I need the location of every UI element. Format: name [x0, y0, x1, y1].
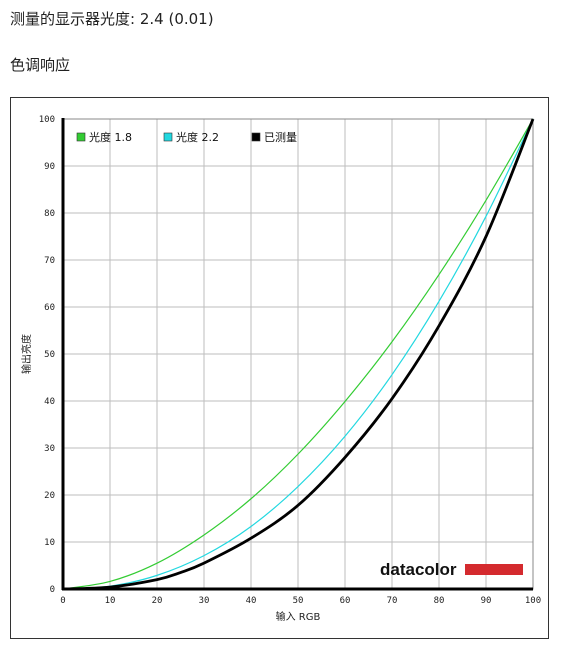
- y-tick-label: 70: [44, 256, 55, 266]
- x-tick-labels: 0 10 20 30 40 50 60 70 80 90 100: [60, 596, 541, 606]
- x-tick-label: 50: [293, 596, 304, 606]
- gamma-label: 测量的显示器光度:: [10, 10, 136, 28]
- y-tick-label: 80: [44, 209, 55, 219]
- series-line-measured: [62, 118, 535, 591]
- chart-frame: 0 10 20 30 40 50 60 70 80 90 100 0 10 20 30 40 50 60 70 80…: [10, 97, 549, 639]
- x-tick-label: 30: [199, 596, 210, 606]
- y-axis-label: 输出亮度: [20, 334, 33, 374]
- x-tick-label: 70: [387, 596, 398, 606]
- y-tick-label: 50: [44, 350, 55, 360]
- x-tick-label: 90: [481, 596, 492, 606]
- y-tick-label: 90: [44, 162, 55, 172]
- legend-label: 已测量: [264, 131, 297, 144]
- legend-item-measured: 已测量: [251, 131, 297, 144]
- grid: [62, 118, 534, 590]
- y-tick-label: 10: [44, 538, 55, 548]
- legend: 光度 1.8 光度 2.2 已测量: [76, 130, 297, 144]
- x-tick-label: 0: [60, 596, 65, 606]
- legend-swatch: [76, 132, 86, 142]
- x-tick-label: 40: [246, 596, 257, 606]
- tone-response-chart: 0 10 20 30 40 50 60 70 80 90 100 0 10 20 30 40 50 60 70 80…: [20, 115, 541, 623]
- legend-label: 光度 2.2: [176, 130, 219, 144]
- datacolor-logo: datacolor: [380, 560, 523, 579]
- y-tick-label: 100: [39, 115, 55, 125]
- legend-swatch: [163, 132, 173, 142]
- measured-gamma-line: 测量的显示器光度: 2.4 (0.01): [10, 8, 214, 29]
- series-line-gamma-2-2: [62, 118, 534, 590]
- axes: [61, 118, 533, 591]
- legend-label: 光度 1.8: [89, 130, 132, 144]
- x-tick-label: 80: [434, 596, 445, 606]
- x-axis-label: 输入 RGB: [276, 610, 321, 623]
- gamma-value: 2.4 (0.01): [139, 10, 214, 28]
- x-tick-label: 10: [105, 596, 116, 606]
- legend-swatch: [251, 132, 261, 142]
- x-tick-label: 60: [340, 596, 351, 606]
- x-tick-label: 20: [152, 596, 163, 606]
- series-lines: [62, 118, 535, 591]
- legend-item-gamma-2-2: 光度 2.2: [163, 130, 219, 144]
- legend-item-gamma-1-8: 光度 1.8: [76, 130, 132, 144]
- y-tick-label: 20: [44, 491, 55, 501]
- y-tick-label: 40: [44, 397, 55, 407]
- y-tick-label: 0: [50, 585, 55, 595]
- y-tick-label: 60: [44, 303, 55, 313]
- logo-bar: [465, 564, 523, 575]
- x-tick-label: 100: [525, 596, 541, 606]
- series-line-gamma-1-8: [62, 118, 534, 590]
- logo-text: datacolor: [380, 560, 457, 579]
- section-title: 色调响应: [10, 56, 71, 74]
- y-tick-labels: 0 10 20 30 40 50 60 70 80 90 100: [39, 115, 55, 595]
- y-tick-label: 30: [44, 444, 55, 454]
